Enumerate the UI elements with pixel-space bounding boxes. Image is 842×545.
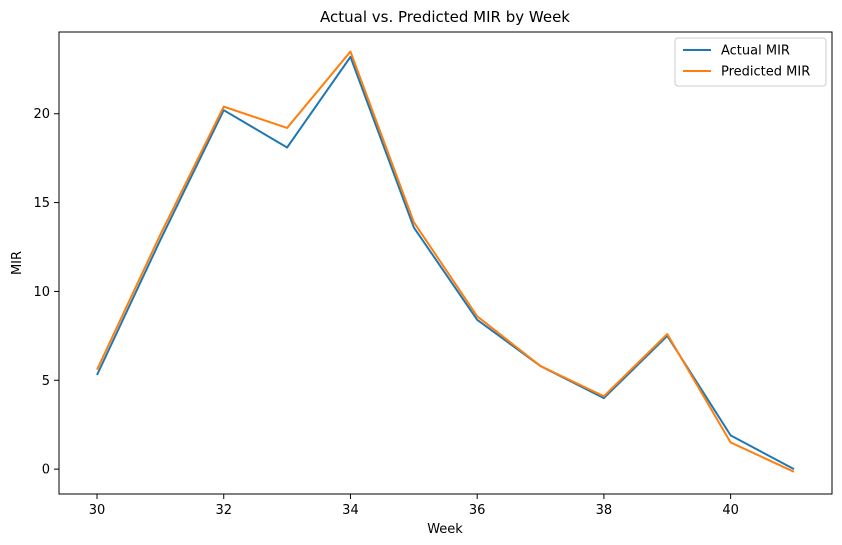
y-axis: 0 5 10 15 20: [33, 107, 59, 478]
x-tick-label: 36: [469, 503, 486, 518]
series-lines: [96, 50, 795, 473]
x-tick-label: 34: [342, 503, 359, 518]
y-tick-label: 0: [42, 463, 50, 478]
legend-box: [674, 37, 827, 87]
x-tick-label: 40: [722, 503, 739, 518]
y-tick-label: 15: [33, 196, 50, 211]
x-tick-label: 30: [89, 503, 106, 518]
y-tick-label: 5: [42, 374, 50, 389]
y-axis-label: MIR: [10, 251, 25, 275]
legend-label: Actual MIR: [721, 44, 790, 59]
x-axis-label: Week: [427, 522, 463, 537]
series-line-predicted: [96, 50, 795, 473]
chart-title: Actual vs. Predicted MIR by Week: [320, 8, 570, 26]
plot-area: [58, 31, 833, 495]
legend: Actual MIR Predicted MIR: [674, 37, 827, 87]
x-axis: 30 32 34 36 38 40: [89, 494, 739, 518]
legend-label: Predicted MIR: [721, 65, 810, 80]
y-tick-label: 10: [33, 285, 50, 300]
x-tick-label: 38: [596, 503, 613, 518]
x-tick-label: 32: [215, 503, 232, 518]
y-tick-label: 20: [33, 107, 50, 122]
